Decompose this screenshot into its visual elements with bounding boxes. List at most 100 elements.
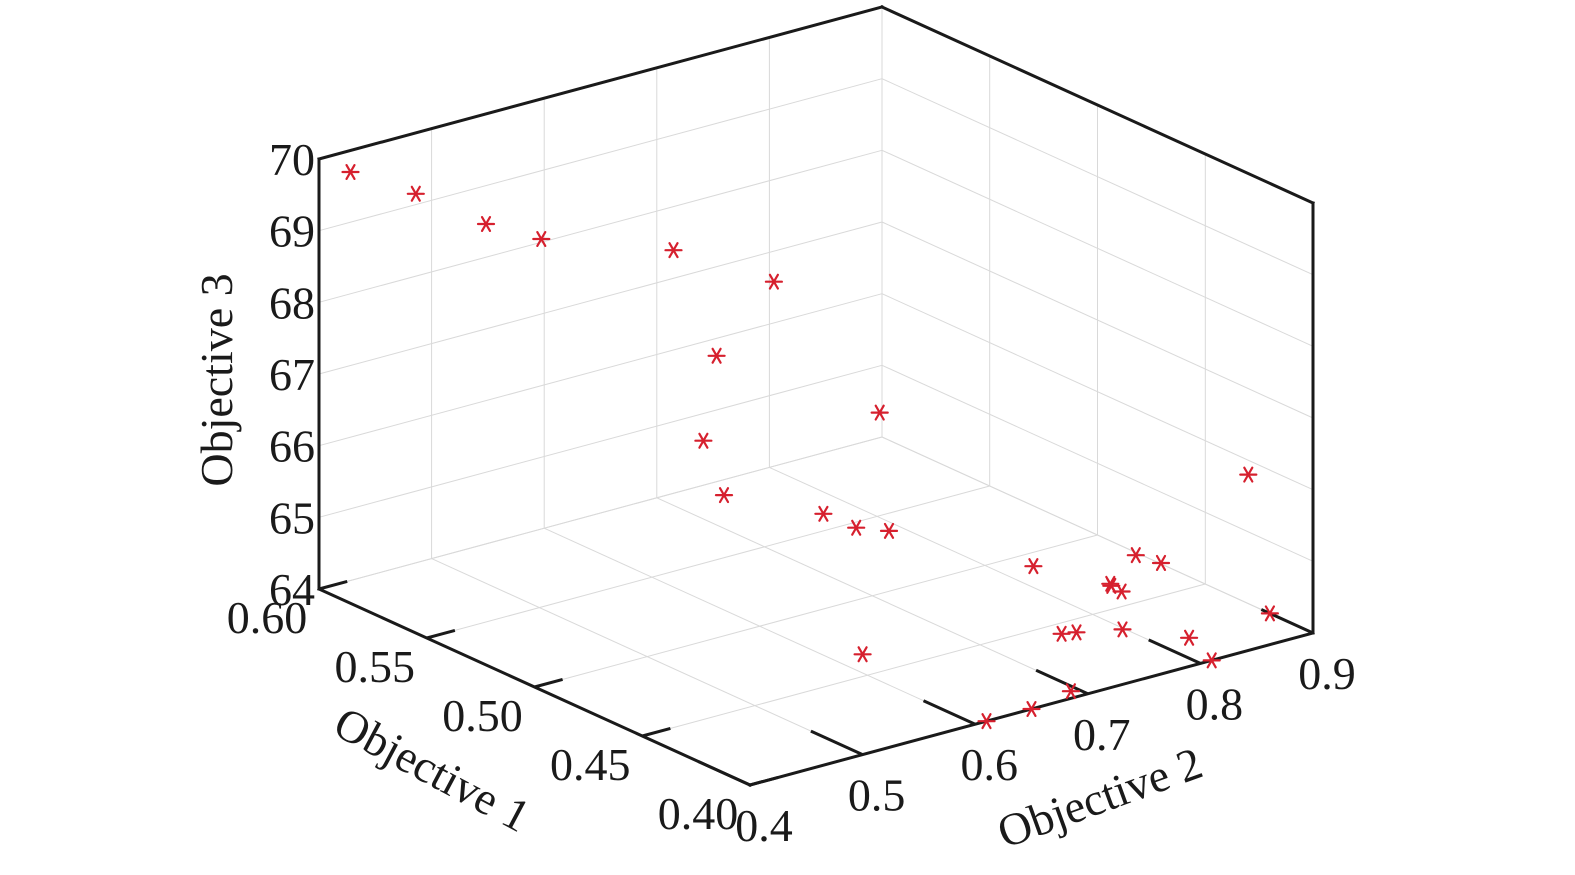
grid-lines [318,6,1314,786]
x-tick-mark [426,628,456,640]
frame-edge [317,5,884,161]
grid-line [318,364,883,518]
y-tick-label: 0.8 [1186,678,1244,729]
grid-line [318,293,883,447]
data-point-marker [764,273,784,290]
z-tick-label: 70 [269,134,315,185]
marker-stroke [711,347,722,364]
marker-stroke [345,164,356,180]
grid-line [543,527,976,725]
grid-line [881,78,1314,276]
data-point-marker [977,713,996,730]
marker-stroke [718,487,730,504]
grid-line [431,558,863,756]
frame-edge [880,5,1315,205]
data-point-marker [870,404,889,421]
marker-stroke [1206,652,1217,669]
data-markers [341,164,1280,730]
y-tick-mark [1035,668,1089,696]
data-point-marker [1052,625,1071,642]
marker-stroke [1028,558,1039,575]
marker-stroke [1065,683,1077,700]
data-point-marker [694,432,713,449]
marker-stroke [768,273,780,290]
y-tick-label: 0.5 [848,770,906,821]
grid-line [769,466,1201,664]
data-point-marker [1067,624,1086,641]
data-point-marker [1061,683,1081,700]
data-point-marker [341,164,360,180]
data-point-marker [1179,629,1199,646]
x-tick-label: 0.55 [334,641,415,692]
marker-stroke [668,242,679,259]
marker-stroke [410,185,421,202]
marker-stroke [698,432,709,449]
data-point-marker [853,646,872,663]
grid-line [656,497,1089,695]
data-point-marker [1113,621,1132,638]
y-tick-label: 0.9 [1298,648,1356,699]
data-point-marker [664,242,683,259]
y-tick-label: 0.4 [735,800,793,851]
marker-stroke [1264,605,1276,622]
marker-stroke [857,646,868,663]
marker-stroke [536,231,547,247]
x-tick-mark [318,579,348,591]
data-point-marker [1024,558,1043,575]
marker-stroke [981,713,992,730]
grid-line [426,485,990,639]
z-tick-label: 66 [269,421,315,472]
z-tick-label: 67 [269,349,315,400]
grid-line [881,149,1314,347]
marker-stroke [1026,700,1037,718]
x-tick-mark [534,677,563,689]
data-point-marker [1202,652,1221,669]
data-point-marker [1102,577,1121,594]
y-tick-mark [697,760,751,787]
data-point-marker [1239,466,1258,483]
marker-stroke [1056,625,1067,642]
z-tick-label: 65 [269,492,315,543]
axes-frame [317,5,1315,787]
marker-stroke [818,505,829,522]
grid-line [881,436,1314,634]
grid-line [881,364,1314,562]
grid-line [642,583,1206,737]
data-point-marker [707,347,726,364]
x-tick-label: 0.40 [658,788,739,839]
z-axis-label: Objective 3 [191,273,242,486]
grid-line [881,293,1314,491]
marker-stroke [1117,621,1128,638]
z-tick-label: 69 [269,206,315,257]
grid-line [881,221,1314,419]
data-point-marker [1151,554,1171,572]
marker-stroke [1071,624,1082,641]
marker-stroke [1116,583,1127,600]
data-point-marker [1126,547,1145,564]
grid-line [534,534,1098,688]
y-tick-mark [1148,638,1202,665]
x-tick-label: 0.60 [227,592,308,643]
data-point-marker [879,522,899,539]
marker-stroke [874,404,885,421]
data-point-marker [814,505,833,522]
x-tick-label: 0.50 [442,690,523,741]
data-point-marker [406,185,425,202]
data-point-marker [847,519,866,536]
data-point-marker [714,487,734,504]
marker-stroke [851,519,862,536]
y-tick-mark [810,729,864,756]
data-point-marker [476,216,496,232]
data-point-marker [1260,605,1280,622]
marker-stroke [1155,554,1167,572]
marker-stroke [1106,577,1117,594]
z-tick-label: 68 [269,277,315,328]
grid-line [318,221,883,375]
z-tick-label: 64 [269,564,315,615]
data-point-marker [532,231,551,247]
marker-stroke [1183,629,1195,646]
grid-line [318,436,883,590]
y-tick-mark [922,699,976,726]
marker-stroke [1243,466,1254,483]
